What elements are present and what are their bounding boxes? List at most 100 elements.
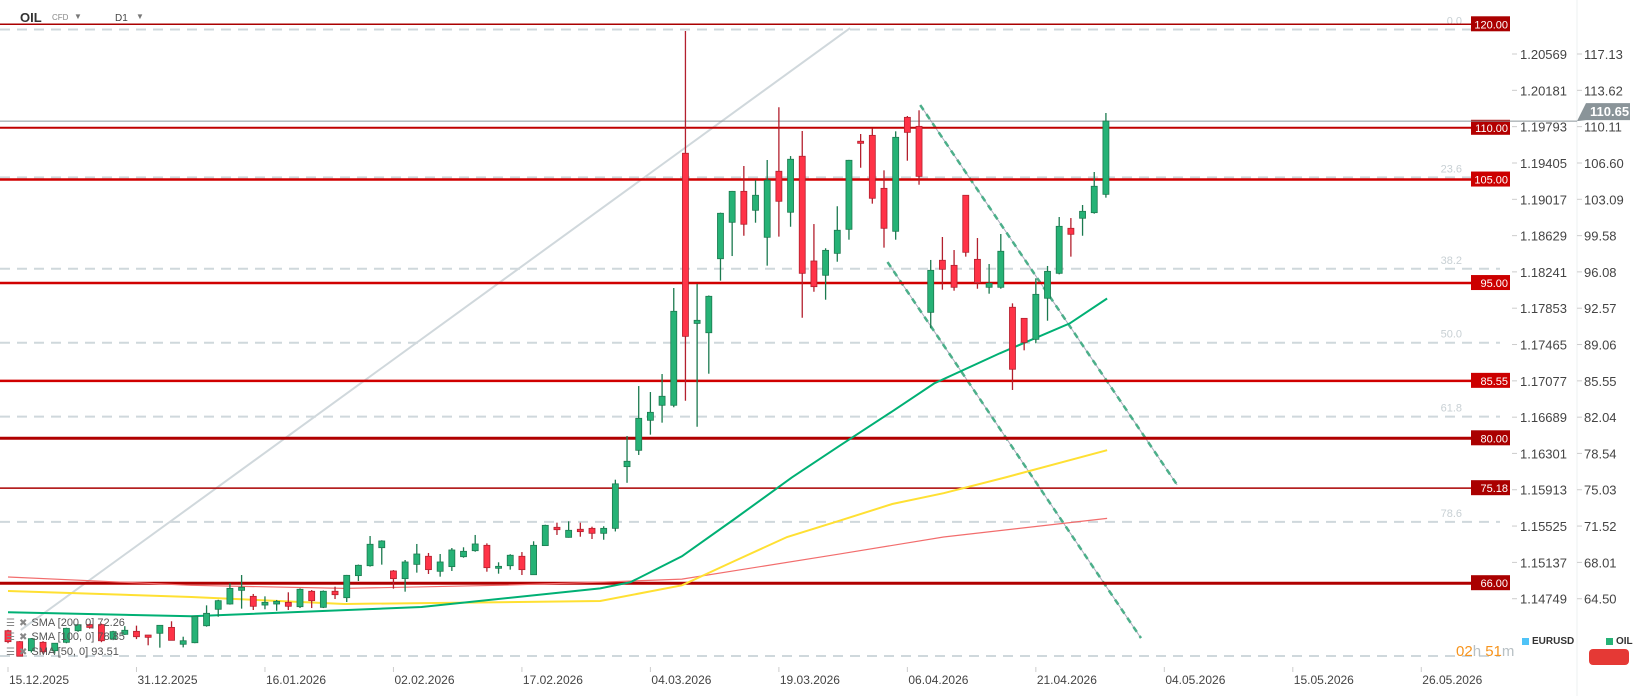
settings-menu-icon[interactable]: ☰: [6, 631, 15, 643]
candle-body: [203, 612, 210, 627]
price-level-label-bg: [1471, 480, 1510, 496]
settings-menu-icon[interactable]: ☰: [6, 617, 15, 629]
sell-button[interactable]: [1589, 649, 1629, 665]
candle-body: [775, 170, 783, 202]
price-level-label: 120.00: [1474, 19, 1508, 31]
price-level-label-bg: [1471, 171, 1510, 187]
candle-body: [156, 624, 164, 634]
symbol-name[interactable]: OIL: [20, 10, 42, 25]
oil-axis-label: 75.03: [1584, 483, 1617, 498]
candle-body: [939, 259, 946, 270]
candle-body: [787, 158, 794, 213]
close-icon[interactable]: ✖: [18, 631, 28, 643]
candle-body: [1090, 185, 1098, 214]
diagonal-trendline: [20, 27, 851, 631]
fib-level-label: 38.2: [1441, 255, 1462, 267]
candle-body: [273, 600, 281, 605]
oil-axis-label: 85.55: [1584, 374, 1617, 389]
sma-50-legend[interactable]: ☰ ✖ SMA [50, 0] 93.51: [6, 646, 119, 658]
symbol-dropdown-caret-icon[interactable]: ▼: [74, 12, 82, 21]
oil-axis-label: 96.08: [1584, 265, 1617, 280]
candle-body: [425, 555, 432, 571]
candle-body: [284, 601, 292, 607]
eurusd-axis-label: 1.20569: [1520, 47, 1567, 62]
price-level-label-bg: [1471, 430, 1510, 446]
candle-body: [226, 587, 234, 605]
oil-axis-label: 113.62: [1584, 83, 1623, 98]
candle-body: [63, 627, 70, 643]
timer-m-unit: m: [1501, 643, 1515, 660]
date-axis-label: 15.12.2025: [9, 673, 69, 687]
candle-body: [670, 310, 678, 406]
eurusd-axis-label: 1.20181: [1520, 83, 1567, 98]
eurusd-color-swatch: [1522, 638, 1529, 645]
candle-body: [635, 417, 643, 451]
candle-body: [109, 631, 117, 640]
legend-oil-label: OIL: [1616, 636, 1633, 647]
close-icon[interactable]: ✖: [18, 617, 28, 629]
candle-body: [740, 190, 748, 225]
candle-body: [565, 529, 573, 538]
candle-body: [296, 588, 304, 608]
candle-countdown: 02h 51m: [1456, 643, 1514, 660]
sma-100-label: SMA [100, 0] 78.85: [31, 631, 125, 643]
candle-body: [833, 229, 841, 254]
sma-200-label: SMA [200, 0] 72.26: [31, 617, 125, 629]
candle-body: [390, 570, 397, 580]
price-level-label: 95.00: [1480, 278, 1508, 290]
candle-body: [763, 179, 771, 238]
price-level-label: 66.00: [1480, 578, 1508, 590]
candle-body: [4, 630, 12, 643]
sma-100-legend[interactable]: ☰ ✖ SMA [100, 0] 78.85: [6, 631, 125, 643]
candle-body: [1044, 270, 1051, 299]
candle-body: [214, 600, 222, 610]
candle-body: [51, 642, 59, 652]
candle-body: [39, 641, 47, 653]
candle-body: [1079, 210, 1086, 219]
eurusd-axis-label: 1.19017: [1520, 192, 1567, 207]
oil-axis-label: 92.57: [1584, 301, 1617, 316]
settings-menu-icon[interactable]: ☰: [6, 646, 15, 658]
candle-body: [144, 634, 152, 638]
candle-body: [261, 601, 269, 606]
candle-body: [611, 483, 619, 529]
eurusd-axis-label: 1.19793: [1520, 120, 1567, 135]
candle-body: [530, 544, 537, 576]
close-icon[interactable]: ✖: [18, 646, 28, 658]
candle-body: [927, 269, 935, 313]
oil-axis-label: 68.01: [1584, 555, 1617, 570]
candle-body: [647, 411, 654, 421]
eurusd-axis-label: 1.15137: [1520, 555, 1567, 570]
price-level-label-bg: [1471, 372, 1510, 388]
candle-body: [27, 638, 35, 652]
candle-body: [331, 590, 339, 596]
candle-body: [880, 187, 888, 229]
legend-oil[interactable]: OIL: [1606, 636, 1633, 647]
price-level-label-bg: [1471, 119, 1510, 135]
candle-body: [693, 319, 701, 324]
oil-axis-label: 64.50: [1584, 592, 1617, 607]
timeframe-dropdown-caret-icon[interactable]: ▼: [136, 12, 144, 21]
candle-body: [985, 282, 993, 288]
candle-body: [74, 624, 82, 632]
legend-eurusd-label: EURUSD: [1532, 636, 1575, 647]
oil-axis-label: 110.11: [1584, 120, 1622, 135]
sma-line-2: [7, 297, 1108, 618]
candle-body: [401, 561, 409, 580]
candle-body: [378, 540, 386, 549]
fib-level-label: 61.8: [1441, 403, 1462, 415]
candle-body: [308, 590, 316, 602]
date-axis-label: 15.05.2026: [1294, 673, 1354, 687]
eurusd-axis-label: 1.16301: [1520, 446, 1567, 461]
candle-body: [86, 624, 94, 628]
sma-line-1: [7, 449, 1108, 606]
sma-200-legend[interactable]: ☰ ✖ SMA [200, 0] 72.26: [6, 617, 125, 629]
current-price-tag: [1577, 103, 1630, 122]
date-axis-label: 04.03.2026: [651, 673, 711, 687]
price-level-label: 75.18: [1480, 483, 1508, 495]
price-level-label-bg: [1471, 16, 1510, 32]
timeframe-selector[interactable]: D1: [115, 13, 128, 24]
candle-body: [16, 641, 24, 657]
legend-eurusd[interactable]: EURUSD: [1522, 636, 1574, 647]
